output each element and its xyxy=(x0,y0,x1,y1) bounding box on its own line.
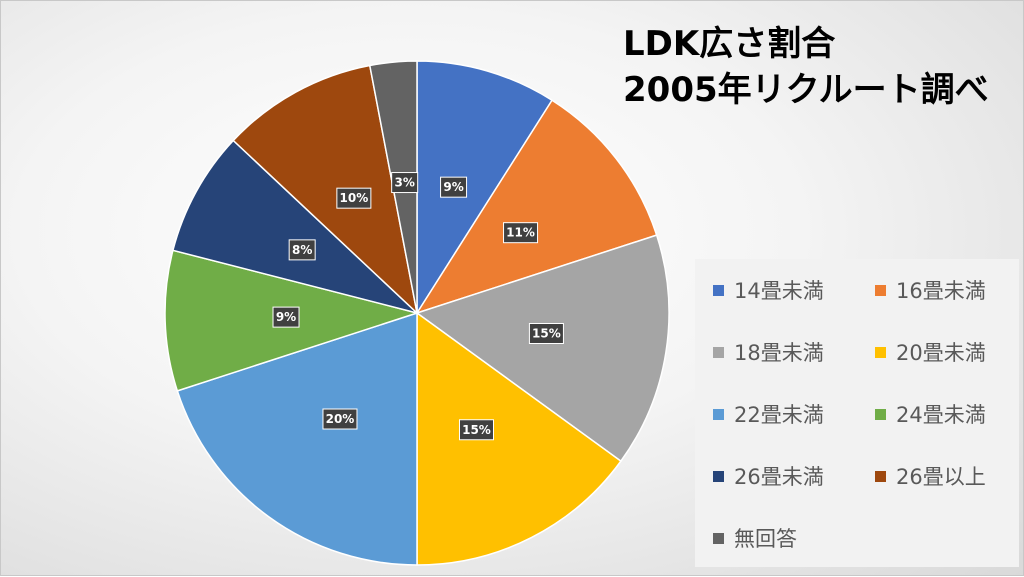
data-label-text-1: 9% xyxy=(443,180,463,194)
data-label-2: 11% xyxy=(503,222,539,244)
legend-item-1: 14畳未満 xyxy=(713,275,875,305)
data-label-box-7 xyxy=(288,239,316,261)
legend-item-9: 無回答 xyxy=(713,523,875,553)
legend-item-2: 16畳未満 xyxy=(875,275,1024,305)
data-label-text-3: 15% xyxy=(532,326,561,340)
chart-title-line-1: LDK広さ割合 xyxy=(623,24,836,64)
data-label-text-6: 9% xyxy=(276,310,296,324)
legend-swatch-1 xyxy=(713,284,724,296)
legend-swatch-5 xyxy=(713,408,724,420)
legend-label-8: 26畳以上 xyxy=(896,465,986,489)
data-label-text-2: 11% xyxy=(506,226,535,240)
data-label-text-5: 20% xyxy=(326,412,355,426)
legend-label-9: 無回答 xyxy=(734,527,797,551)
data-label-box-2 xyxy=(503,222,539,244)
legend-item-5: 22畳未満 xyxy=(713,399,875,429)
data-label-5: 20% xyxy=(322,408,358,430)
data-label-box-3 xyxy=(528,322,564,344)
pie-slice-3 xyxy=(415,234,670,463)
chart-title-line-2: 2005年リクルート調べ xyxy=(623,70,989,110)
data-label-text-7: 8% xyxy=(292,243,312,257)
data-label-box-6 xyxy=(272,306,300,328)
legend-swatch-9 xyxy=(713,532,724,544)
legend-label-4: 20畳未満 xyxy=(896,341,986,365)
legend-swatch-7 xyxy=(713,470,724,482)
legend-label-5: 22畳未満 xyxy=(734,403,824,427)
pie-slices xyxy=(164,60,670,566)
pie-slice-8 xyxy=(232,64,419,316)
legend-label-1: 14畳未満 xyxy=(734,279,824,303)
data-label-7: 8% xyxy=(288,239,316,261)
data-label-box-1 xyxy=(440,176,468,198)
legend-swatch-8 xyxy=(875,470,886,482)
data-label-1: 9% xyxy=(440,176,468,198)
pie-slice-5 xyxy=(176,311,418,566)
legend-label-2: 16畳未満 xyxy=(896,279,986,303)
pie-slice-4 xyxy=(416,311,622,566)
data-label-text-9: 3% xyxy=(394,176,414,190)
legend-item-6: 24畳未満 xyxy=(875,399,1024,429)
data-label-text-8: 10% xyxy=(340,191,369,205)
legend-label-7: 26畳未満 xyxy=(734,465,824,489)
pie-slice-1 xyxy=(416,60,554,316)
legend-swatch-6 xyxy=(875,408,886,420)
legend: 14畳未満 16畳未満 18畳未満 20畳未満 22畳未満 24畳未満 26畳未満 26畳以上… xyxy=(695,259,1019,567)
data-label-8: 10% xyxy=(336,187,372,209)
data-label-box-8 xyxy=(336,187,372,209)
data-label-4: 15% xyxy=(458,419,494,441)
legend-grid: 14畳未満 16畳未満 18畳未満 20畳未満 22畳未満 24畳未満 26畳未満 26畳以上… xyxy=(713,275,1009,553)
data-label-box-5 xyxy=(322,408,358,430)
pie-slice-2 xyxy=(415,99,658,315)
legend-label-3: 18畳未満 xyxy=(734,341,824,365)
legend-item-3: 18畳未満 xyxy=(713,337,875,367)
data-label-box-9 xyxy=(391,172,419,194)
data-label-9: 3% xyxy=(391,172,419,194)
legend-swatch-4 xyxy=(875,346,886,358)
data-label-6: 9% xyxy=(272,306,300,328)
data-label-text-4: 15% xyxy=(462,423,491,437)
pie-slice-7 xyxy=(172,139,418,314)
legend-item-7: 26畳未満 xyxy=(713,461,875,491)
legend-swatch-3 xyxy=(713,346,724,358)
data-label-box-4 xyxy=(458,419,494,441)
legend-item-8: 26畳以上 xyxy=(875,461,1024,491)
legend-swatch-2 xyxy=(875,284,886,296)
legend-label-6: 24畳未満 xyxy=(896,403,986,427)
pie-data-labels: 9% 11% 15% 15% 20% 9% 8% 10% 3% xyxy=(272,172,564,441)
legend-item-4: 20畳未満 xyxy=(875,337,1024,367)
chart-title: LDK広さ割合 2005年リクルート調べ xyxy=(623,21,1023,113)
data-label-3: 15% xyxy=(528,322,564,344)
